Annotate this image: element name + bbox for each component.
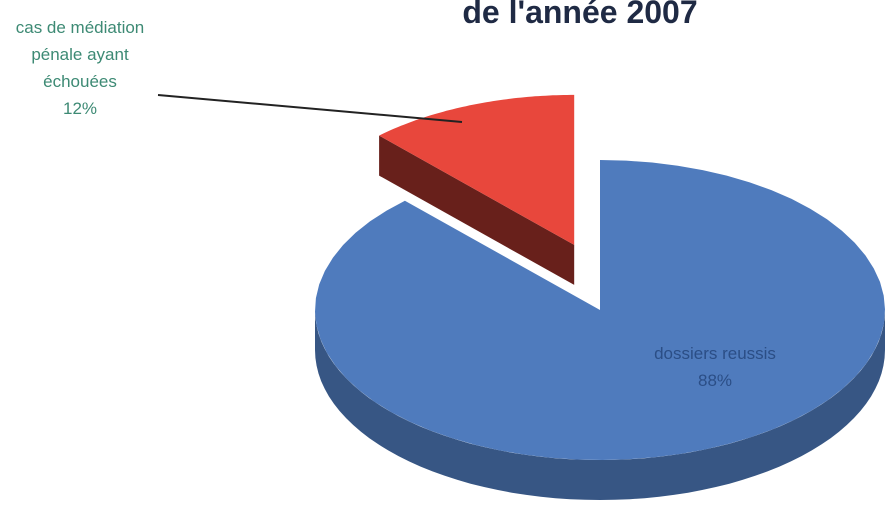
pie-slice bbox=[379, 94, 575, 245]
leader-line bbox=[157, 94, 463, 123]
value-label: 12% bbox=[62, 99, 98, 118]
slice-side bbox=[379, 135, 575, 285]
value-label: 88% bbox=[697, 371, 733, 390]
slice-side bbox=[315, 310, 885, 500]
slice-label: cas de médiation pénale ayant échouées 1… bbox=[0, 14, 160, 122]
category-label: dossiers reussis bbox=[654, 344, 776, 363]
slice-label: dossiers reussis 88% bbox=[630, 340, 800, 394]
pie-slice bbox=[315, 160, 885, 460]
chart-title: de l'année 2007 bbox=[462, 0, 698, 30]
category-label: cas de médiation pénale ayant échouées bbox=[15, 18, 145, 91]
